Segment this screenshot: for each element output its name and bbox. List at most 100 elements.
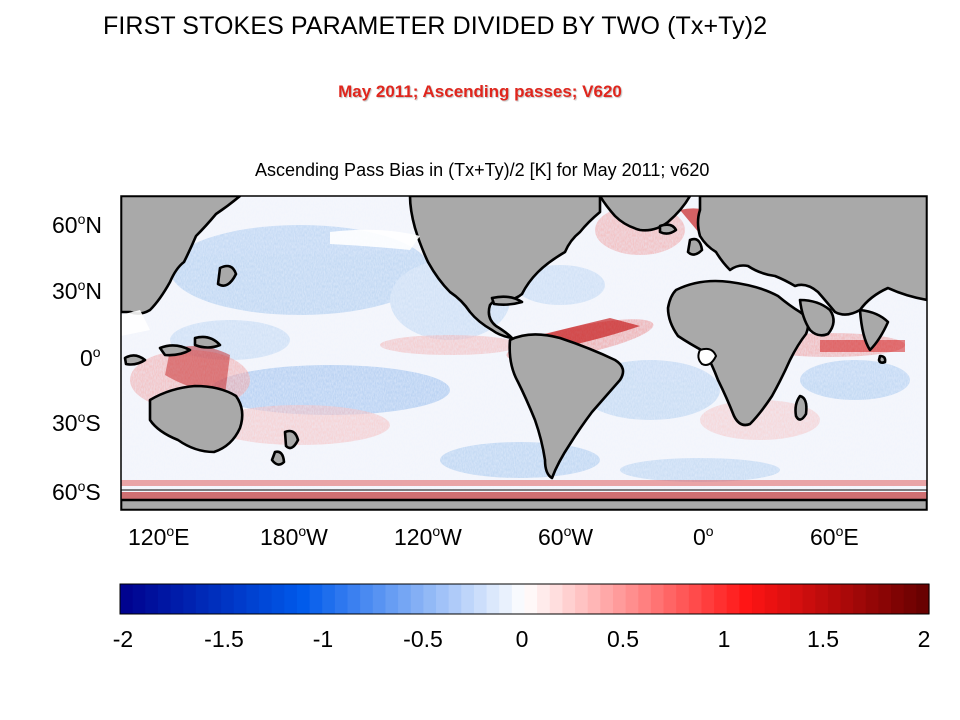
colorbar-segment <box>436 584 450 614</box>
colorbar-segment <box>587 584 601 614</box>
colorbar-segment <box>701 584 715 614</box>
colorbar-tick-label: 2 <box>917 626 931 652</box>
colorbar-segment <box>132 584 146 614</box>
colorbar <box>120 584 930 614</box>
colorbar-segment <box>385 584 399 614</box>
colorbar-segment <box>676 584 690 614</box>
colorbar-segment <box>284 584 298 614</box>
colorbar-segment <box>145 584 159 614</box>
colorbar-segment <box>549 584 564 614</box>
colorbar-tick-label: 1.5 <box>807 626 839 652</box>
lon-tick-60w: 60oW <box>538 523 594 550</box>
colorbar-segment <box>802 584 816 614</box>
colorbar-segment <box>157 584 172 614</box>
colorbar-segment <box>903 584 917 614</box>
colorbar-tick-label: -2 <box>112 626 134 652</box>
colorbar-segment <box>752 584 766 614</box>
colorbar-tick-label: -1.5 <box>204 626 244 652</box>
land-masses <box>121 196 927 510</box>
colorbar-segment <box>789 584 804 614</box>
africa-land <box>666 279 810 427</box>
lon-tick-120w: 120oW <box>394 523 462 550</box>
lat-tick-60s: 60oS <box>52 478 101 505</box>
lon-tick-0: 0o <box>693 523 714 550</box>
colorbar-segment <box>372 584 387 614</box>
colorbar-segment <box>410 584 424 614</box>
colorbar-segment <box>221 584 235 614</box>
colorbar-segment <box>334 584 349 614</box>
colorbar-segment <box>638 584 652 614</box>
colorbar-segment <box>865 584 880 614</box>
colorbar-segment <box>360 584 374 614</box>
colorbar-segment <box>688 584 703 614</box>
colorbar-segment <box>650 584 665 614</box>
colorbar-segment <box>259 584 273 614</box>
colorbar-segment <box>891 584 905 614</box>
colorbar-segment <box>183 584 197 614</box>
colorbar-tick-label: -1 <box>312 626 334 652</box>
colorbar-segment <box>120 584 134 614</box>
map-title: Ascending Pass Bias in (Tx+Ty)/2 [K] for… <box>255 160 710 180</box>
colorbar-segment <box>840 584 854 614</box>
colorbar-segment <box>499 584 513 614</box>
colorbar-segment <box>398 584 412 614</box>
north-america-land <box>408 196 602 340</box>
colorbar-tick-label: 0.5 <box>607 626 639 652</box>
no-data-areas <box>121 229 718 366</box>
colorbar-segment <box>208 584 222 614</box>
arabia-land <box>798 298 835 337</box>
colorbar-segment <box>726 584 740 614</box>
colorbar-segment <box>537 584 551 614</box>
lon-tick-180w: 180oW <box>260 523 328 550</box>
colorbar-segment <box>739 584 753 614</box>
colorbar-segment <box>322 584 336 614</box>
colorbar-segment <box>170 584 184 614</box>
colorbar-segment <box>233 584 248 614</box>
colorbar-segment <box>777 584 791 614</box>
colorbar-tick-label: 0 <box>515 626 529 652</box>
colorbar-segment <box>473 584 488 614</box>
eurasia-land <box>696 196 927 316</box>
colorbar-segment <box>195 584 210 614</box>
colorbar-segment <box>562 584 576 614</box>
lon-tick-120e: 120oE <box>128 523 190 550</box>
colorbar-segment <box>246 584 260 614</box>
colorbar-segment <box>916 584 930 614</box>
colorbar-segment <box>511 584 526 614</box>
slide-title: FIRST STOKES PARAMETER DIVIDED BY TWO (T… <box>103 12 768 40</box>
south-america-land <box>508 333 625 480</box>
colorbar-frame <box>119 583 930 615</box>
map-frame <box>120 195 928 511</box>
colorbar-segment <box>600 584 614 614</box>
madagascar-land <box>794 394 808 421</box>
lat-tick-60n: 60oN <box>52 211 103 238</box>
colorbar-segment <box>575 584 589 614</box>
slide-subtitle: May 2011; Ascending passes; V620 <box>338 82 622 101</box>
colorbar-segment <box>486 584 500 614</box>
india-land <box>858 308 890 352</box>
lon-tick-60e: 60oE <box>810 523 859 550</box>
colorbar-segment <box>764 584 778 614</box>
colorbar-segment <box>827 584 842 614</box>
colorbar-segment <box>625 584 639 614</box>
colorbar-segment <box>524 584 538 614</box>
colorbar-segment <box>347 584 361 614</box>
antarctica-land <box>121 498 927 510</box>
lat-tick-30n: 30oN <box>52 277 103 304</box>
colorbar-segment <box>423 584 437 614</box>
colorbar-segment <box>271 584 285 614</box>
colorbar-segment <box>815 584 829 614</box>
colorbar-segment <box>612 584 627 614</box>
australia-land <box>148 384 244 454</box>
colorbar-segment <box>309 584 323 614</box>
greenland-land <box>598 196 692 232</box>
lat-tick-0: 0o <box>80 344 101 371</box>
colorbar-segment <box>714 584 728 614</box>
colorbar-tick-label: 1 <box>717 626 731 652</box>
lat-tick-30s: 30oS <box>52 409 101 436</box>
east-asia-land <box>121 196 242 315</box>
colorbar-segment <box>461 584 475 614</box>
colorbar-segment <box>663 584 677 614</box>
colorbar-segment <box>853 584 867 614</box>
